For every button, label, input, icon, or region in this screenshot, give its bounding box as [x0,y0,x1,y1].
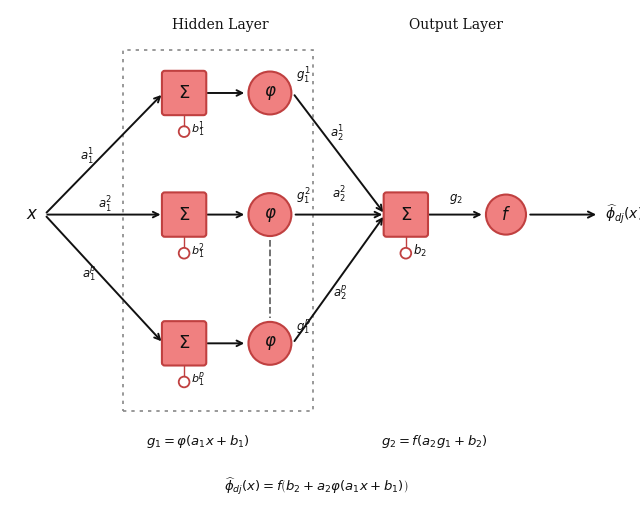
Text: $g_2 = f(a_2 g_1 + b_2)$: $g_2 = f(a_2 g_1 + b_2)$ [381,433,488,450]
Circle shape [248,322,291,365]
Text: $g_1^2$: $g_1^2$ [296,187,310,208]
Text: $\Sigma$: $\Sigma$ [178,205,190,224]
FancyBboxPatch shape [162,321,206,366]
Text: $\varphi$: $\varphi$ [264,84,276,102]
Text: $b_1^2$: $b_1^2$ [191,241,205,261]
Text: $\Sigma$: $\Sigma$ [178,84,190,102]
Text: $a_2^2$: $a_2^2$ [332,184,346,204]
FancyBboxPatch shape [383,193,428,237]
Text: $\widehat{\phi}_{dj}(x)$: $\widehat{\phi}_{dj}(x)$ [605,203,640,226]
Circle shape [248,72,291,114]
Text: $b_1^1$: $b_1^1$ [191,119,205,139]
Text: $\varphi$: $\varphi$ [264,334,276,352]
Text: $g_1^1$: $g_1^1$ [296,66,310,86]
Text: $a_1^2$: $a_1^2$ [97,195,112,215]
Text: Output Layer: Output Layer [409,18,503,32]
Circle shape [248,193,291,236]
Text: $g_1 = \varphi(a_1 x + b_1)$: $g_1 = \varphi(a_1 x + b_1)$ [147,433,250,450]
Text: $a_1^1$: $a_1^1$ [80,147,94,167]
Text: $a_1^p$: $a_1^p$ [82,264,96,283]
Bar [124,50,313,411]
Text: $\Sigma$: $\Sigma$ [400,205,412,224]
Text: $a_2^1$: $a_2^1$ [330,124,345,144]
FancyBboxPatch shape [162,193,206,237]
FancyBboxPatch shape [162,71,206,115]
Circle shape [486,195,526,235]
Text: $f$: $f$ [501,205,511,224]
Text: $\widehat{\phi}_{dj}(x) = f\left(b_2 + a_2 \varphi\left(a_1 x + b_1\right)\right: $\widehat{\phi}_{dj}(x) = f\left(b_2 + a… [224,476,408,497]
Text: $g_2$: $g_2$ [449,192,463,206]
Text: Hidden Layer: Hidden Layer [172,18,268,32]
Text: $a_2^p$: $a_2^p$ [333,283,348,301]
Text: $x$: $x$ [26,206,39,223]
Text: $b_2$: $b_2$ [413,243,427,259]
Text: $\Sigma$: $\Sigma$ [178,334,190,352]
Text: $\varphi$: $\varphi$ [264,205,276,224]
Text: $b_1^p$: $b_1^p$ [191,371,205,389]
Text: $g_1^p$: $g_1^p$ [296,317,310,336]
